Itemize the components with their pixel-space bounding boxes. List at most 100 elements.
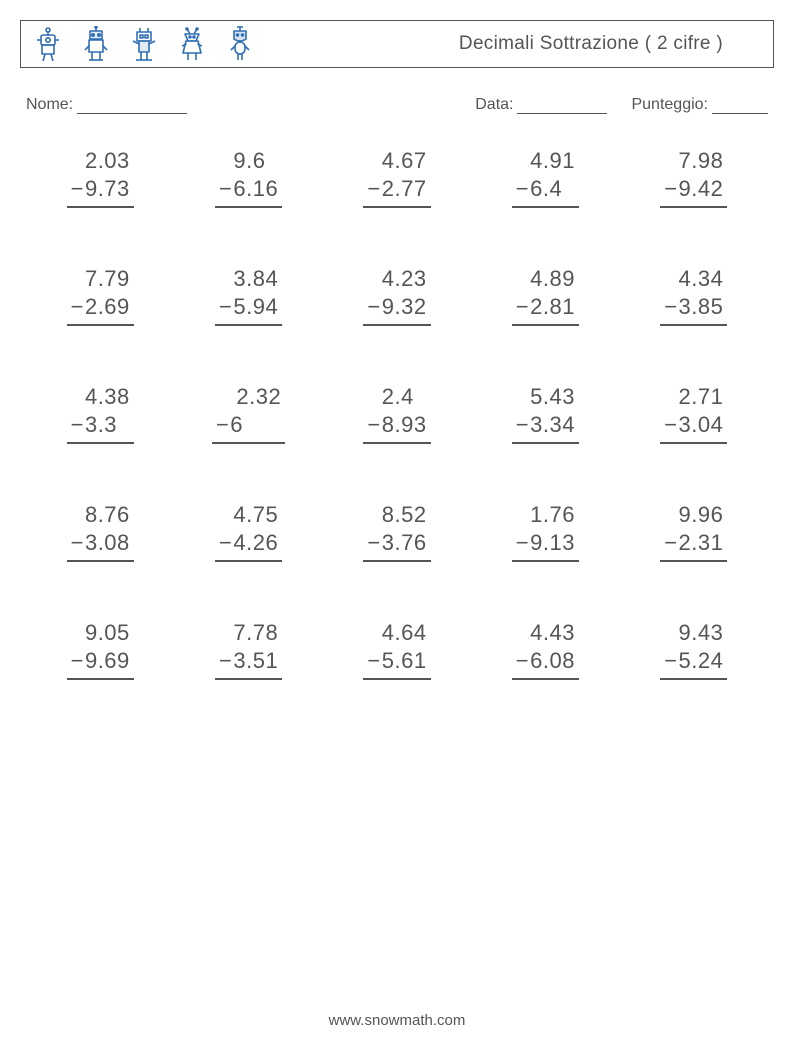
subtrahend: 2.31 [679, 530, 724, 555]
operator: − [516, 648, 529, 673]
subtrahend-row: −3.76 [363, 530, 430, 562]
subtrahend: 5.24 [679, 648, 724, 673]
problems-grid: 2.03−9.739.6 −6.164.67−2.774.91−6.4 7.98… [20, 144, 774, 680]
info-line: Nome: Data: Punteggio: [20, 96, 774, 114]
worksheet-title: Decimali Sottrazione ( 2 cifre ) [459, 33, 723, 55]
problem-cell: 3.84−5.94 [174, 266, 322, 326]
date-blank [517, 96, 607, 114]
operator: − [71, 412, 84, 437]
name-label: Nome: [26, 96, 73, 114]
operator: − [367, 412, 380, 437]
score-label: Punteggio: [631, 96, 708, 114]
operator: − [516, 530, 529, 555]
operator: − [664, 412, 677, 437]
robot-icon-5 [223, 25, 257, 63]
minuend: 2.71 [660, 384, 727, 412]
subtrahend: 2.77 [382, 176, 427, 201]
minuend: 4.89 [512, 266, 579, 294]
minuend: 1.76 [512, 502, 579, 530]
problem-cell: 9.05−9.69 [26, 620, 174, 680]
operator: − [664, 648, 677, 673]
subtrahend: 5.61 [382, 648, 427, 673]
problem-cell: 9.43−5.24 [620, 620, 768, 680]
subtrahend-row: −2.77 [363, 176, 430, 208]
problem-cell: 4.89−2.81 [471, 266, 619, 326]
date-label: Data: [475, 96, 513, 114]
subtrahend: 9.13 [530, 530, 575, 555]
subtrahend: 6.08 [530, 648, 575, 673]
operator: − [516, 176, 529, 201]
header-box: Decimali Sottrazione ( 2 cifre ) [20, 20, 774, 68]
operator: − [367, 648, 380, 673]
subtrahend: 3.51 [233, 648, 278, 673]
subtrahend: 2.81 [530, 294, 575, 319]
subtrahend-row: −3.85 [660, 294, 727, 326]
subtrahend-row: −9.13 [512, 530, 579, 562]
problem-cell: 2.03−9.73 [26, 148, 174, 208]
minuend: 4.23 [363, 266, 430, 294]
problem-cell: 5.43−3.34 [471, 384, 619, 444]
subtrahend: 3.3 [85, 412, 130, 437]
operator: − [664, 530, 677, 555]
minuend: 5.43 [512, 384, 579, 412]
score-blank [712, 96, 768, 114]
subtrahend: 9.32 [382, 294, 427, 319]
subtrahend-row: −9.69 [67, 648, 134, 680]
problem-cell: 7.98−9.42 [620, 148, 768, 208]
subtrahend: 3.04 [679, 412, 724, 437]
minuend: 7.78 [215, 620, 282, 648]
operator: − [367, 176, 380, 201]
subtrahend: 2.69 [85, 294, 130, 319]
operator: − [71, 648, 84, 673]
operator: − [219, 530, 232, 555]
subtrahend-row: −6 [212, 412, 285, 444]
subtrahend-row: −9.73 [67, 176, 134, 208]
problem-cell: 1.76−9.13 [471, 502, 619, 562]
operator: − [516, 294, 529, 319]
minuend: 4.34 [660, 266, 727, 294]
problem-cell: 4.43−6.08 [471, 620, 619, 680]
problem-cell: 4.23−9.32 [323, 266, 471, 326]
operator: − [219, 176, 232, 201]
minuend: 9.96 [660, 502, 727, 530]
minuend: 4.67 [363, 148, 430, 176]
subtrahend-row: −8.93 [363, 412, 430, 444]
minuend: 7.79 [67, 266, 134, 294]
minuend: 4.75 [215, 502, 282, 530]
minuend: 4.91 [512, 148, 579, 176]
minuend: 2.4 [363, 384, 430, 412]
problem-cell: 7.79−2.69 [26, 266, 174, 326]
subtrahend: 3.85 [679, 294, 724, 319]
problem-cell: 2.71−3.04 [620, 384, 768, 444]
minuend: 2.32 [212, 384, 285, 412]
subtrahend: 3.08 [85, 530, 130, 555]
subtrahend: 4.26 [233, 530, 278, 555]
minuend: 9.6 [215, 148, 282, 176]
subtrahend-row: −9.32 [363, 294, 430, 326]
subtrahend-row: −6.4 [512, 176, 579, 208]
problem-cell: 4.64−5.61 [323, 620, 471, 680]
minuend: 4.43 [512, 620, 579, 648]
minuend: 4.64 [363, 620, 430, 648]
subtrahend: 6.16 [233, 176, 278, 201]
operator: − [219, 648, 232, 673]
operator: − [516, 412, 529, 437]
operator: − [367, 294, 380, 319]
minuend: 9.05 [67, 620, 134, 648]
subtrahend: 9.69 [85, 648, 130, 673]
name-blank [77, 96, 187, 114]
minuend: 2.03 [67, 148, 134, 176]
operator: − [71, 530, 84, 555]
subtrahend-row: −2.81 [512, 294, 579, 326]
minuend: 3.84 [215, 266, 282, 294]
subtrahend-row: −3.3 [67, 412, 134, 444]
problem-cell: 8.52−3.76 [323, 502, 471, 562]
subtrahend-row: −5.61 [363, 648, 430, 680]
problem-cell: 2.4 −8.93 [323, 384, 471, 444]
operator: − [216, 412, 229, 437]
subtrahend-row: −6.16 [215, 176, 282, 208]
operator: − [71, 176, 84, 201]
operator: − [664, 294, 677, 319]
robot-icon-3 [127, 25, 161, 63]
robot-icon-1 [31, 25, 65, 63]
